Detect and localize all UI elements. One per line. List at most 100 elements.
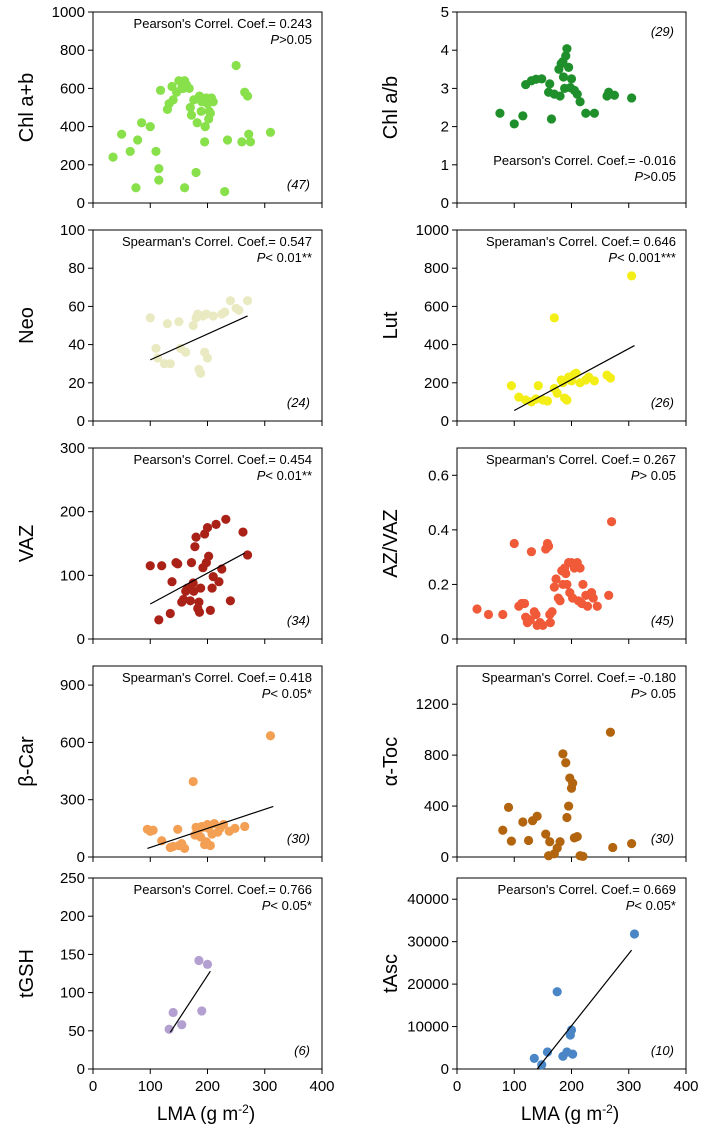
y-tick-label: 0 [441, 195, 449, 212]
y-tick-label: 800 [424, 260, 449, 277]
p-value: P< 0.05* [262, 898, 312, 913]
data-point [562, 395, 572, 405]
data-points [142, 731, 276, 854]
data-point [546, 114, 557, 124]
y-tick-label: 300 [60, 792, 85, 809]
data-point [562, 812, 572, 823]
data-point [154, 175, 164, 185]
data-points [472, 517, 617, 630]
data-point [627, 93, 637, 103]
data-point [509, 538, 519, 549]
data-point [240, 821, 250, 832]
data-point [564, 801, 574, 811]
sample-size-label: (6) [294, 1043, 310, 1058]
data-points [145, 514, 253, 625]
data-point [545, 618, 555, 628]
data-point [606, 517, 617, 527]
data-point [200, 122, 210, 132]
correlation-coefficient: Pearson's Correl. Coef.= -0.016 [493, 153, 676, 168]
data-point [566, 74, 577, 84]
data-point [125, 146, 135, 157]
data-point [186, 558, 197, 568]
p-value: P< 0.01** [257, 250, 312, 265]
data-point [566, 1025, 577, 1035]
y-tick-label: 250 [60, 870, 85, 887]
data-point [157, 561, 167, 571]
data-point [204, 551, 214, 561]
data-point [155, 85, 166, 95]
data-point [173, 824, 183, 834]
data-point [545, 837, 555, 847]
x-axis-label-left: LMA (g m-2) [157, 1102, 255, 1125]
correlation-coefficient: Spearman's Correl. Coef.= 0.547 [122, 234, 312, 249]
correlation-coefficient: Spearman's Correl. Coef.= 0.418 [122, 670, 312, 685]
y-tick-label: 0 [77, 195, 85, 212]
data-points [108, 60, 276, 197]
data-point [561, 568, 571, 579]
data-point [244, 129, 254, 139]
data-point [509, 119, 519, 129]
data-point [578, 579, 588, 590]
data-point [564, 62, 574, 72]
data-point [180, 183, 190, 193]
x-tick-label: 100 [138, 1078, 163, 1095]
data-point [589, 376, 600, 386]
x-tick-label: 200 [559, 1078, 584, 1095]
data-point [518, 817, 528, 827]
chart-panel-az-over-vaz: 0 0.2 0.4 0.6 AZ/VAZ Spearman's Correl. Coef.… [380, 447, 687, 648]
data-point [545, 79, 555, 89]
y-tick-label: 0 [441, 631, 449, 648]
p-value: P< 0.001*** [608, 250, 676, 265]
data-point [529, 1053, 539, 1063]
y-tick-label: 400 [60, 119, 85, 136]
data-point [154, 615, 164, 625]
data-point [225, 596, 235, 606]
y-tick-label: 40 [68, 337, 85, 354]
data-point [168, 1007, 178, 1018]
data-point [523, 835, 534, 846]
data-point [185, 596, 195, 606]
y-tick-label: 200 [60, 908, 85, 925]
data-point [588, 593, 598, 603]
y-tick-label: 0 [441, 1061, 449, 1078]
y-tick-label: 800 [424, 747, 449, 764]
chart-panel-chl-a-over-b: 0 1 2 3 4 5 Chl a/b Pearson's Correl. Coef.= -0… [380, 4, 687, 212]
data-point [194, 955, 204, 966]
data-point [525, 615, 535, 625]
data-point [180, 843, 190, 854]
p-symbol: P [631, 686, 640, 701]
sample-size-label: (47) [287, 177, 310, 192]
y-tick-label: 1000 [416, 222, 449, 239]
data-points [506, 271, 637, 407]
p-symbol: P [270, 32, 279, 47]
data-point [472, 604, 482, 614]
data-point [225, 296, 235, 306]
p-symbol: P [262, 686, 271, 701]
data-point [608, 842, 618, 853]
data-point [189, 586, 199, 596]
y-tick-label: 800 [60, 42, 85, 59]
data-point [495, 108, 505, 118]
x-axis-labels: LMA (g m-2) LMA (g m-2) [157, 1102, 619, 1125]
data-point [552, 388, 562, 398]
y-tick-label: 0 [77, 1061, 85, 1078]
p-value-text: < 0.05* [634, 898, 676, 913]
data-point [188, 578, 198, 588]
y-tick-label: 150 [60, 946, 85, 963]
x-tick-label: 100 [502, 1078, 527, 1095]
data-point [207, 583, 217, 593]
y-tick-label: 0 [77, 849, 85, 866]
p-value-text: < 0.01** [265, 250, 312, 265]
data-point [137, 118, 147, 128]
data-point [230, 823, 240, 833]
data-point [578, 851, 588, 861]
chart-panel-vaz: 0 100 200 300 VAZ Pearson's Correl. Coef.= 0.… [16, 440, 323, 648]
regression-line [536, 949, 633, 1070]
data-point [572, 89, 582, 99]
data-point [185, 102, 195, 113]
p-symbol: P [631, 468, 640, 483]
y-tick-label: 20 [68, 375, 85, 392]
data-point [549, 582, 559, 592]
